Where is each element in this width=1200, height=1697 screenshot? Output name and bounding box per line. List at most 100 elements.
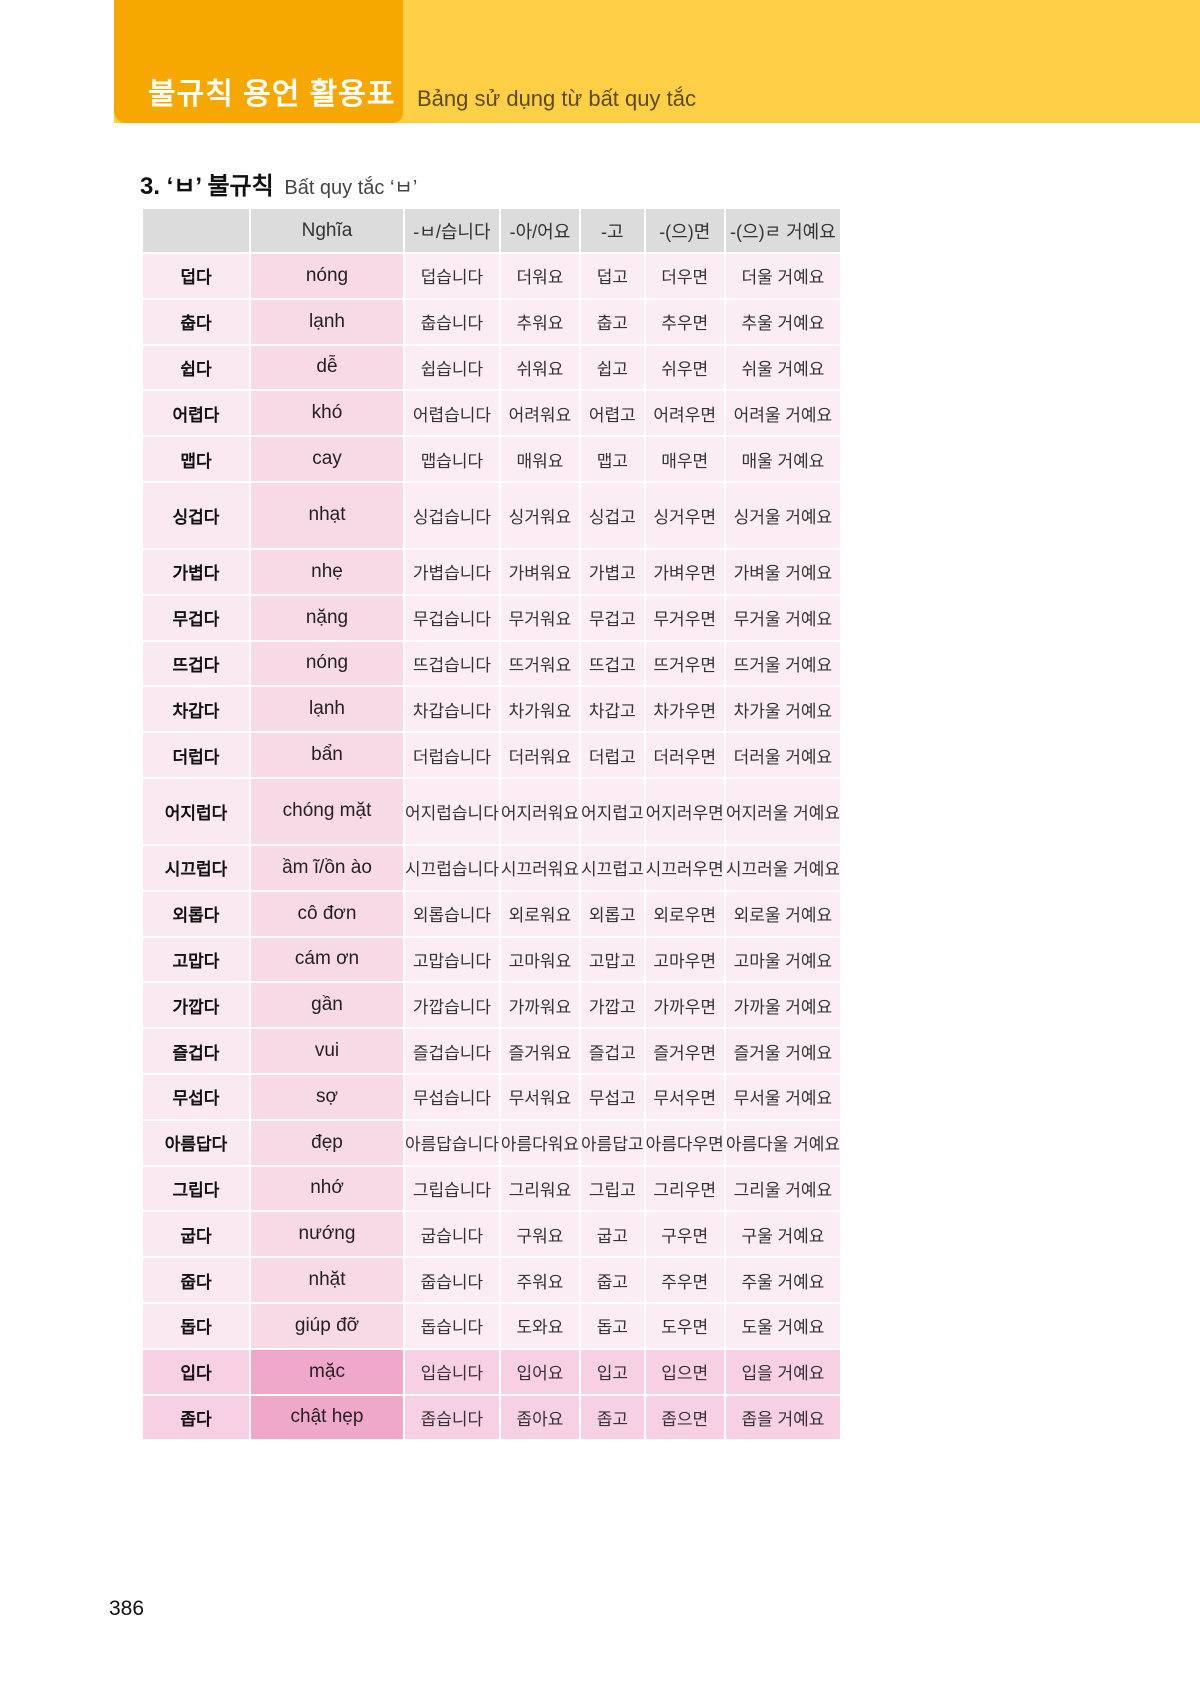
table-row: 싱겁다 nhạt 싱겁습니다 싱거워요 싱겁고 싱거우면 싱거울 거예요 — [143, 482, 841, 548]
conjugation-cell: 싱겁습니다 — [405, 482, 499, 548]
conjugation-cell: 아름답고 — [581, 1120, 644, 1165]
table-row: 고맙다 cám ơn 고맙습니다 고마워요 고맙고 고마우면 고마울 거예요 — [143, 937, 841, 982]
conjugation-cell: 고맙고 — [581, 937, 644, 982]
table-row: 돕다 giúp đỡ 돕습니다 도와요 돕고 도우면 도울 거예요 — [143, 1303, 841, 1348]
meaning-cell: nặng — [251, 595, 403, 640]
conjugation-cell: 싱겁고 — [581, 482, 644, 548]
column-header: Nghĩa — [251, 209, 403, 252]
conjugation-cell: 쉬워요 — [500, 345, 580, 390]
table-row: 어렵다 khó 어렵습니다 어려워요 어렵고 어려우면 어려울 거예요 — [143, 391, 841, 436]
conjugation-cell: 고맙습니다 — [405, 937, 499, 982]
conjugation-cell: 그리우면 — [645, 1166, 724, 1211]
conjugation-cell: 어지럽습니다 — [405, 778, 499, 844]
conjugation-cell: 즐거우면 — [645, 1029, 724, 1073]
table-row: 그립다 nhớ 그립습니다 그리워요 그립고 그리우면 그리울 거예요 — [143, 1166, 841, 1211]
table-row: 덥다 nóng 덥습니다 더워요 덥고 더우면 더울 거예요 — [143, 254, 841, 298]
meaning-cell: nóng — [251, 254, 403, 298]
conjugation-cell: 춥습니다 — [405, 299, 499, 344]
verb-cell: 어지럽다 — [143, 778, 249, 844]
conjugation-cell: 무서우면 — [645, 1074, 724, 1119]
conjugation-cell: 뜨거워요 — [500, 641, 580, 686]
meaning-cell: đẹp — [251, 1120, 403, 1165]
conjugation-cell: 무겁습니다 — [405, 595, 499, 640]
conjugation-cell: 가벼울 거예요 — [725, 549, 841, 594]
conjugation-cell: 뜨거우면 — [645, 641, 724, 686]
meaning-cell: vui — [251, 1029, 403, 1073]
conjugation-cell: 입을 거예요 — [725, 1349, 841, 1394]
conjugation-cell: 좁고 — [581, 1395, 644, 1440]
conjugation-cell: 쉬울 거예요 — [725, 345, 841, 390]
table-row: 맵다 cay 맵습니다 매워요 맵고 매우면 매울 거예요 — [143, 437, 841, 481]
conjugation-cell: 가벼우면 — [645, 549, 724, 594]
conjugation-cell: 굽습니다 — [405, 1212, 499, 1257]
conjugation-cell: 어려우면 — [645, 391, 724, 436]
conjugation-cell: 매우면 — [645, 437, 724, 481]
verb-cell: 무겁다 — [143, 595, 249, 640]
table-row: 아름답다 đẹp 아름답습니다 아름다워요 아름답고 아름다우면 아름다울 거예요 — [143, 1120, 841, 1165]
conjugation-cell: 매울 거예요 — [725, 437, 841, 481]
table-row: 더럽다 bẩn 더럽습니다 더러워요 더럽고 더러우면 더러울 거예요 — [143, 733, 841, 777]
conjugation-cell: 더워요 — [500, 254, 580, 298]
conjugation-cell: 시끄럽고 — [581, 845, 644, 890]
column-header — [143, 209, 249, 252]
conjugation-cell: 가까울 거예요 — [725, 983, 841, 1028]
conjugation-cell: 어려울 거예요 — [725, 391, 841, 436]
conjugation-cell: 고마워요 — [500, 937, 580, 982]
verb-cell: 쉽다 — [143, 345, 249, 390]
verb-cell: 더럽다 — [143, 733, 249, 777]
conjugation-cell: 구워요 — [500, 1212, 580, 1257]
verb-cell: 무섭다 — [143, 1074, 249, 1119]
conjugation-cell: 추워요 — [500, 299, 580, 344]
table-row: 쉽다 dễ 쉽습니다 쉬워요 쉽고 쉬우면 쉬울 거예요 — [143, 345, 841, 390]
column-header: -아/어요 — [500, 209, 580, 252]
conjugation-cell: 좁아요 — [500, 1395, 580, 1440]
conjugation-cell: 싱거울 거예요 — [725, 482, 841, 548]
table-row: 차갑다 lạnh 차갑습니다 차가워요 차갑고 차가우면 차가울 거예요 — [143, 687, 841, 732]
conjugation-cell: 뜨거울 거예요 — [725, 641, 841, 686]
verb-cell: 차갑다 — [143, 687, 249, 732]
conjugation-cell: 차가우면 — [645, 687, 724, 732]
verb-cell: 입다 — [143, 1349, 249, 1394]
conjugation-cell: 즐거워요 — [500, 1029, 580, 1073]
conjugation-cell: 더러워요 — [500, 733, 580, 777]
conjugation-cell: 싱거우면 — [645, 482, 724, 548]
conjugation-cell: 더우면 — [645, 254, 724, 298]
meaning-cell: ầm ĩ/ồn ào — [251, 845, 403, 890]
conjugation-cell: 무거워요 — [500, 595, 580, 640]
page-number: 386 — [109, 1597, 145, 1620]
verb-cell: 어렵다 — [143, 391, 249, 436]
table-row: 춥다 lạnh 춥습니다 추워요 춥고 추우면 추울 거예요 — [143, 299, 841, 344]
conjugation-cell: 차갑고 — [581, 687, 644, 732]
section-heading: 3. ‘ㅂ’ 불규칙 Bất quy tắc ‘ㅂ’ — [140, 166, 417, 201]
conjugation-cell: 차가울 거예요 — [725, 687, 841, 732]
conjugation-cell: 뜨겁습니다 — [405, 641, 499, 686]
table-row: 가볍다 nhẹ 가볍습니다 가벼워요 가볍고 가벼우면 가벼울 거예요 — [143, 549, 841, 594]
conjugation-cell: 외로울 거예요 — [725, 891, 841, 936]
conjugation-cell: 더럽습니다 — [405, 733, 499, 777]
conjugation-cell: 입고 — [581, 1349, 644, 1394]
conjugation-cell: 무서워요 — [500, 1074, 580, 1119]
conjugation-cell: 쉽고 — [581, 345, 644, 390]
conjugation-cell: 고마우면 — [645, 937, 724, 982]
conjugation-cell: 주울 거예요 — [725, 1258, 841, 1302]
conjugation-cell: 그립습니다 — [405, 1166, 499, 1211]
meaning-cell: bẩn — [251, 733, 403, 777]
table-row: 굽다 nướng 굽습니다 구워요 굽고 구우면 구울 거예요 — [143, 1212, 841, 1257]
table-row: 어지럽다 chóng mặt 어지럽습니다 어지러워요 어지럽고 어지러우면 어지러울 거예… — [143, 778, 841, 844]
conjugation-cell: 주워요 — [500, 1258, 580, 1302]
conjugation-cell: 덥고 — [581, 254, 644, 298]
conjugation-cell: 주우면 — [645, 1258, 724, 1302]
conjugation-cell: 무거우면 — [645, 595, 724, 640]
conjugation-cell: 구우면 — [645, 1212, 724, 1257]
table-header-row: Nghĩa -ㅂ/습니다 -아/어요 -고 -(으)면 -(으)ㄹ 거예요 — [143, 209, 841, 252]
conjugation-cell: 구울 거예요 — [725, 1212, 841, 1257]
verb-cell: 춥다 — [143, 299, 249, 344]
conjugation-cell: 더울 거예요 — [725, 254, 841, 298]
conjugation-cell: 차가워요 — [500, 687, 580, 732]
conjugation-cell: 입어요 — [500, 1349, 580, 1394]
conjugation-cell: 아름다우면 — [645, 1120, 724, 1165]
conjugation-cell: 외로워요 — [500, 891, 580, 936]
conjugation-cell: 어지러우면 — [645, 778, 724, 844]
verb-cell: 고맙다 — [143, 937, 249, 982]
conjugation-cell: 가깝습니다 — [405, 983, 499, 1028]
